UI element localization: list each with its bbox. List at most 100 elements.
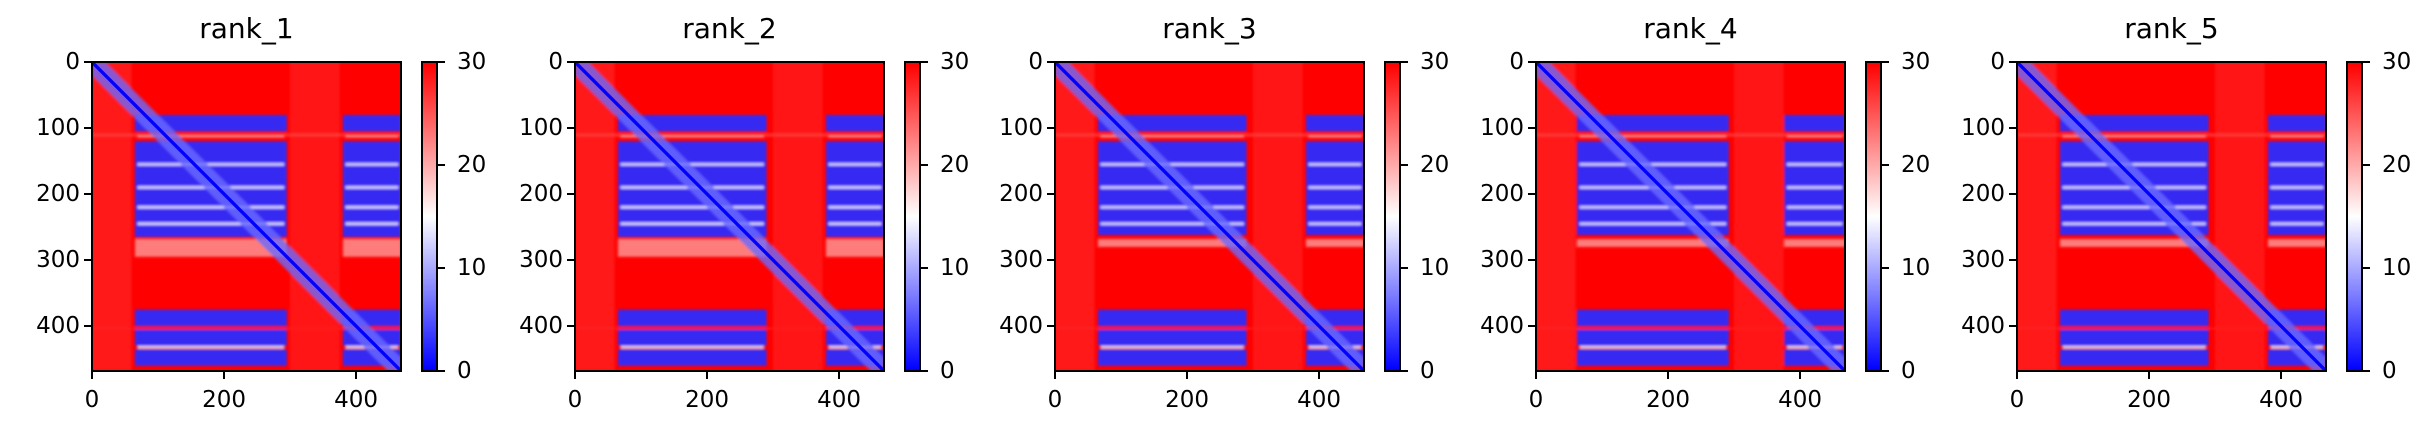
y-tick-label: 100 xyxy=(36,115,80,142)
colorbar-tick-label: 0 xyxy=(1901,358,1916,384)
x-tick-label: 400 xyxy=(817,387,862,413)
panel-title: rank_2 xyxy=(682,12,777,45)
x-tick-mark xyxy=(1186,372,1189,379)
colorbar-tick-mark xyxy=(1882,267,1889,269)
colorbar-tick-mark xyxy=(2363,61,2370,63)
colorbar-tick-label: 30 xyxy=(2382,49,2412,75)
y-tick-label: 0 xyxy=(548,49,563,75)
y-tick-mark xyxy=(567,259,574,262)
x-tick-mark xyxy=(1318,372,1321,379)
x-tick-label: 0 xyxy=(84,387,100,413)
y-tick-mark xyxy=(1047,193,1054,196)
x-tick-label: 200 xyxy=(685,387,729,413)
colorbar-tick-label: 20 xyxy=(457,152,487,178)
y-tick-mark xyxy=(84,193,91,196)
colorbar-tick-mark xyxy=(438,61,445,63)
colorbar-tick-label: 30 xyxy=(457,49,487,75)
y-tick-label: 400 xyxy=(1480,313,1524,340)
colorbar-tick-mark xyxy=(1401,61,1408,63)
y-tick-mark xyxy=(567,61,574,63)
x-tick-label: 0 xyxy=(567,387,583,413)
colorbar-tick-label: 10 xyxy=(940,255,970,281)
x-tick-label: 200 xyxy=(2127,387,2171,413)
heatmap-image xyxy=(575,62,884,371)
heatmap-image xyxy=(1536,62,1845,371)
colorbar-tick-mark xyxy=(921,164,928,166)
heatmap-image xyxy=(2017,62,2326,371)
y-tick-mark xyxy=(1047,61,1054,63)
y-tick-mark xyxy=(2009,325,2016,328)
x-tick-mark xyxy=(355,372,358,379)
colorbar-tick-mark xyxy=(1401,370,1408,372)
y-tick-label: 0 xyxy=(1028,49,1043,75)
y-tick-mark xyxy=(2009,259,2016,262)
x-tick-label: 200 xyxy=(1646,387,1690,413)
colorbar xyxy=(904,61,921,372)
colorbar-tick-label: 30 xyxy=(940,49,970,75)
colorbar-tick-label: 20 xyxy=(940,152,970,178)
colorbar-tick-mark xyxy=(2363,164,2370,166)
x-tick-mark xyxy=(838,372,841,379)
colorbar-tick-mark xyxy=(1882,370,1889,372)
y-tick-label: 0 xyxy=(65,49,80,75)
x-tick-label: 400 xyxy=(1778,387,1823,413)
colorbar-tick-label: 10 xyxy=(1901,255,1931,281)
y-tick-mark xyxy=(2009,193,2016,196)
y-tick-mark xyxy=(567,325,574,328)
x-tick-mark xyxy=(223,372,226,379)
colorbar-tick-label: 20 xyxy=(1420,152,1450,178)
y-tick-mark xyxy=(1047,127,1054,130)
y-tick-label: 200 xyxy=(1480,181,1524,208)
y-tick-mark xyxy=(1528,193,1535,196)
colorbar-tick-label: 20 xyxy=(1901,152,1931,178)
x-tick-mark xyxy=(1054,372,1056,379)
y-tick-mark xyxy=(84,259,91,262)
y-tick-mark xyxy=(1528,127,1535,130)
y-tick-label: 200 xyxy=(999,181,1043,208)
x-tick-mark xyxy=(1535,372,1537,379)
y-tick-mark xyxy=(1528,259,1535,262)
y-tick-label: 100 xyxy=(999,115,1043,142)
y-tick-label: 400 xyxy=(999,313,1043,340)
y-tick-mark xyxy=(2009,61,2016,63)
y-tick-label: 200 xyxy=(519,181,563,208)
colorbar-tick-mark xyxy=(921,61,928,63)
y-tick-label: 100 xyxy=(1961,115,2005,142)
x-tick-mark xyxy=(2016,372,2018,379)
colorbar-tick-mark xyxy=(921,370,928,372)
y-tick-label: 0 xyxy=(1509,49,1524,75)
x-tick-mark xyxy=(1667,372,1670,379)
colorbar-tick-label: 20 xyxy=(2382,152,2412,178)
y-tick-label: 200 xyxy=(36,181,80,208)
colorbar-tick-mark xyxy=(1882,164,1889,166)
y-tick-mark xyxy=(84,61,91,63)
colorbar-tick-label: 0 xyxy=(2382,358,2397,384)
y-tick-mark xyxy=(84,127,91,130)
y-tick-mark xyxy=(567,193,574,196)
colorbar-tick-label: 30 xyxy=(1901,49,1931,75)
panel-title: rank_5 xyxy=(2124,12,2219,45)
x-tick-label: 0 xyxy=(2009,387,2025,413)
y-tick-mark xyxy=(2009,127,2016,130)
y-tick-mark xyxy=(84,325,91,328)
x-tick-label: 0 xyxy=(1047,387,1063,413)
colorbar-tick-label: 10 xyxy=(2382,255,2412,281)
colorbar xyxy=(421,61,438,372)
panel-title: rank_3 xyxy=(1162,12,1257,45)
colorbar-tick-mark xyxy=(2363,370,2370,372)
colorbar-tick-mark xyxy=(1401,267,1408,269)
y-tick-mark xyxy=(1047,259,1054,262)
x-tick-mark xyxy=(574,372,576,379)
heatmap-image xyxy=(1055,62,1364,371)
y-tick-label: 100 xyxy=(519,115,563,142)
y-tick-label: 400 xyxy=(36,313,80,340)
x-tick-mark xyxy=(2280,372,2283,379)
colorbar-tick-mark xyxy=(438,370,445,372)
y-tick-label: 400 xyxy=(519,313,563,340)
y-tick-label: 300 xyxy=(519,247,563,274)
colorbar xyxy=(1384,61,1401,372)
x-tick-label: 400 xyxy=(334,387,379,413)
